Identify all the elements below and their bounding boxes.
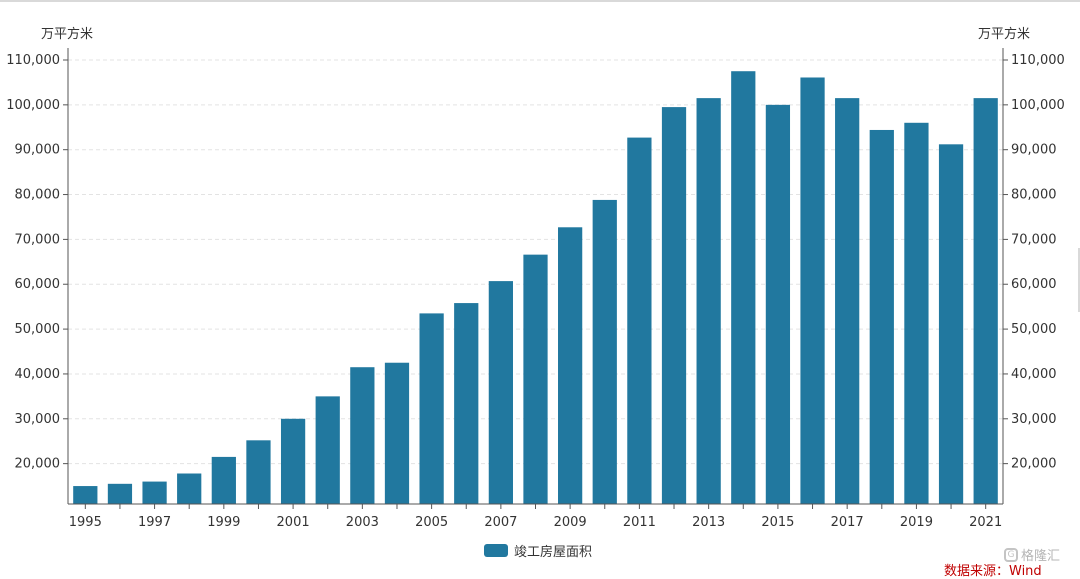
- y-tick-label-right: 40,000: [1011, 367, 1057, 382]
- y-tick-label-right: 110,000: [1011, 53, 1065, 68]
- x-tick-label-2001: 2001: [277, 515, 310, 530]
- bar-1996: [107, 483, 133, 504]
- x-tick-label-2021: 2021: [969, 515, 1002, 530]
- x-tick-label-1999: 1999: [207, 515, 240, 530]
- x-tick-label-1997: 1997: [138, 515, 171, 530]
- y-tick-label-right: 70,000: [1011, 232, 1057, 247]
- bar-2007: [488, 281, 513, 504]
- bar-2019: [904, 122, 929, 505]
- x-tick-label-2017: 2017: [831, 515, 864, 530]
- bar-2018: [869, 129, 894, 505]
- y-tick-label-right: 20,000: [1011, 457, 1057, 472]
- bar-2006: [454, 303, 479, 504]
- x-tick-label-2019: 2019: [900, 515, 933, 530]
- legend-swatch: [484, 544, 508, 557]
- x-tick-label-1995: 1995: [69, 515, 102, 530]
- y-tick-label-right: 80,000: [1011, 188, 1057, 203]
- y-tick-label-right: 100,000: [1011, 98, 1065, 113]
- x-tick-label-2013: 2013: [692, 515, 725, 530]
- x-tick-label-2007: 2007: [484, 515, 517, 530]
- bar-2011: [627, 137, 652, 504]
- bars: [73, 71, 998, 505]
- bar-2003: [350, 367, 375, 504]
- top-border: [0, 0, 1080, 2]
- bar-2009: [558, 227, 583, 504]
- x-tick-label-2005: 2005: [415, 515, 448, 530]
- x-tick-label-2003: 2003: [346, 515, 379, 530]
- watermark: G 格隆汇: [1004, 545, 1060, 564]
- bar-2021: [973, 98, 998, 504]
- bar-1997: [142, 481, 167, 504]
- bar-2016: [800, 77, 825, 504]
- y-tick-label-left: 50,000: [15, 322, 61, 337]
- bar-2010: [592, 199, 617, 504]
- bar-2002: [315, 396, 340, 504]
- x-tick-label-2011: 2011: [623, 515, 656, 530]
- bar-1995: [73, 486, 98, 504]
- bar-2012: [661, 107, 687, 504]
- y-tick-label-left: 40,000: [15, 367, 61, 382]
- y-tick-label-left: 110,000: [6, 53, 60, 68]
- bar-2005: [419, 313, 444, 504]
- y-tick-label-left: 60,000: [15, 277, 61, 292]
- bar-chart: 万平方米 万平方米 20,000 20,000 30,000 30,000 40,000…: [6, 26, 1065, 530]
- y-tick-label-right: 60,000: [1011, 277, 1057, 292]
- y-tick-label-left: 100,000: [6, 98, 60, 113]
- right-edge-bar: [1078, 248, 1080, 312]
- y-tick-label-right: 90,000: [1011, 143, 1057, 158]
- bar-2015: [765, 104, 791, 505]
- y-tick-label-left: 80,000: [15, 188, 61, 203]
- y-tick-label-left: 30,000: [15, 412, 61, 427]
- bar-2014: [731, 71, 756, 504]
- y-tick-label-left: 20,000: [15, 457, 61, 472]
- watermark-text: 格隆汇: [1021, 549, 1061, 564]
- bar-1998: [177, 473, 202, 504]
- axes: 20,000 20,000 30,000 30,000 40,000 40,000 50,0…: [6, 48, 1065, 530]
- x-tick-label-2015: 2015: [761, 515, 794, 530]
- bar-2013: [696, 98, 721, 504]
- bar-2020: [938, 144, 964, 504]
- y-tick-label-right: 50,000: [1011, 322, 1057, 337]
- bar-2004: [384, 362, 410, 504]
- bar-2008: [523, 254, 548, 504]
- bar-2017: [835, 98, 860, 504]
- y-tick-label-left: 70,000: [15, 232, 61, 247]
- y-axis-unit-left: 万平方米: [41, 26, 93, 42]
- y-tick-label-left: 90,000: [15, 143, 61, 158]
- bar-2001: [280, 418, 306, 504]
- legend[interactable]: 竣工房屋面积: [484, 541, 592, 560]
- bar-2000: [246, 440, 271, 504]
- bar-1999: [211, 456, 236, 504]
- y-axis-unit-right: 万平方米: [978, 26, 1030, 42]
- watermark-logo-icon: G: [1004, 547, 1018, 562]
- legend-label: 竣工房屋面积: [514, 545, 593, 560]
- y-tick-label-right: 30,000: [1011, 412, 1057, 427]
- x-tick-label-2009: 2009: [554, 515, 587, 530]
